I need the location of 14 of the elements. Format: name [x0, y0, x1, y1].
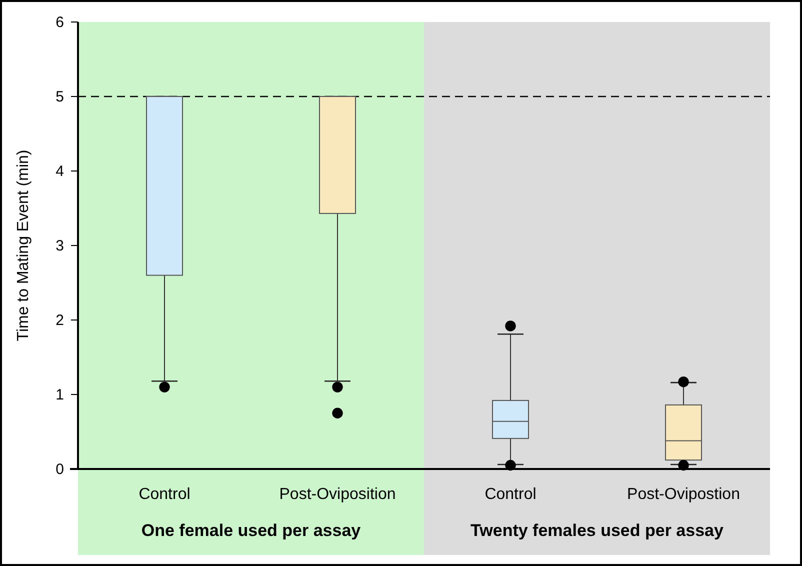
y-tick-label: 4 [56, 163, 64, 180]
x-tick-label: Control [484, 486, 536, 503]
y-tick-label: 3 [56, 238, 64, 254]
y-tick-label: 0 [56, 461, 64, 478]
x-tick-label: Post-Oviposition [279, 486, 396, 503]
text: One female used per assay [141, 521, 362, 540]
y-axis-title: Time to Mating Event (min) [15, 150, 32, 342]
y-tick-label: 1 [56, 386, 64, 404]
x-tick-label: Control [138, 486, 190, 503]
x-tick-label: Post-Ovipostion [627, 486, 740, 503]
y-tick-label: 5 [56, 88, 64, 106]
y-tick-label: 6 [56, 14, 64, 31]
text: Twenty females used per assay [470, 521, 724, 540]
y-tick-label: 2 [56, 312, 64, 329]
